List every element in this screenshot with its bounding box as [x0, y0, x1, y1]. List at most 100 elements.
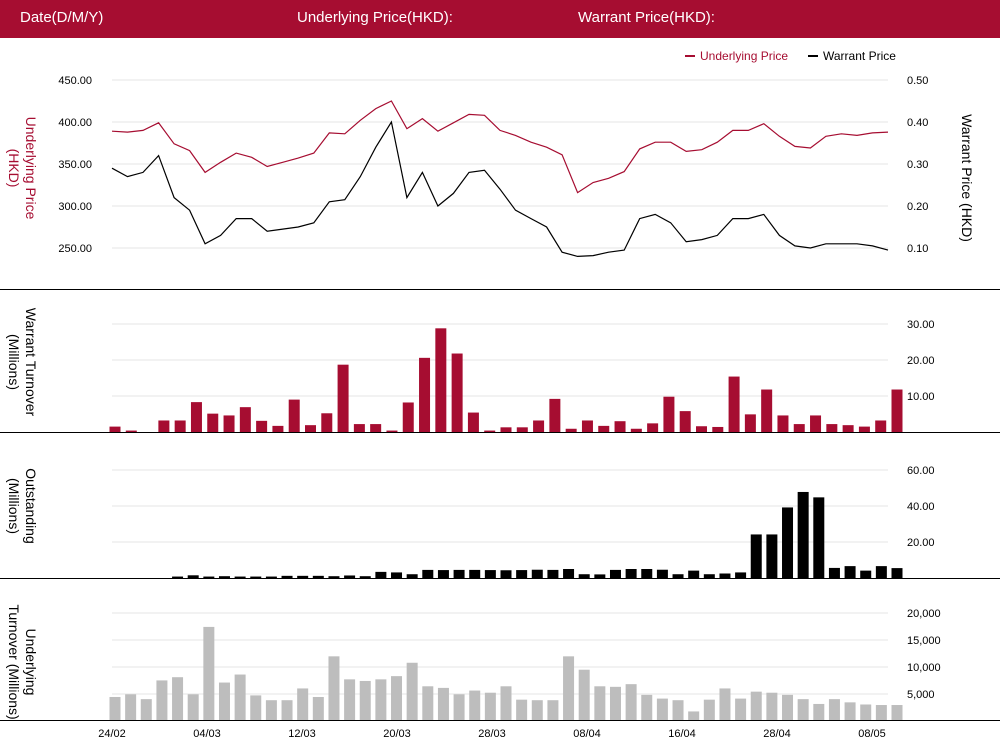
- underlying-turnover-bar: [703, 699, 715, 720]
- underlying-turnover-bar: [875, 705, 887, 720]
- underlying-turnover-bar: [828, 699, 840, 720]
- underlying-turnover-bar: [735, 698, 747, 720]
- outstanding-bar: [218, 576, 230, 578]
- warrant-turnover-bar: [581, 420, 593, 432]
- outstanding-bar: [234, 576, 246, 578]
- outstanding-bar: [797, 491, 809, 578]
- warrant-price-label: Warrant Price(HKD):: [578, 9, 715, 26]
- underlying-turnover-bar: [469, 690, 481, 720]
- outstanding-bar: [625, 569, 637, 578]
- warrant-turnover-bar: [305, 425, 316, 432]
- underlying-turnover-bar: [359, 680, 371, 720]
- outstanding-bar: [813, 497, 825, 578]
- outstanding-bar: [547, 569, 559, 578]
- outstanding-bar: [344, 575, 356, 578]
- y-tick-left: 450.00: [58, 75, 92, 87]
- y-axis-label-underlying-line: Underlying Price: [23, 117, 39, 220]
- outstanding-bar: [375, 571, 387, 578]
- outstanding-bar: [609, 569, 621, 578]
- y-tick-right: 0.50: [907, 75, 928, 87]
- underlying-turnover-bar: [328, 656, 340, 720]
- underlying-turnover-bar: [140, 699, 152, 720]
- outstanding-bar: [844, 566, 856, 578]
- x-tick-label: 28/03: [478, 728, 506, 740]
- warrant-turnover-bar: [630, 428, 642, 432]
- x-tick-label: 28/04: [763, 728, 791, 740]
- x-tick-label: 04/03: [193, 728, 221, 740]
- underlying-turnover-bar: [500, 686, 512, 720]
- y-axis-label-underlying-line: (HKD): [6, 149, 22, 188]
- outstanding-bar: [500, 570, 512, 578]
- underlying-turnover-axis-label: UnderlyingTurnover (Millions): [6, 604, 39, 719]
- outstanding-bar: [860, 570, 872, 578]
- outstanding-bar: [735, 572, 747, 578]
- warrant-turnover-bar: [337, 364, 349, 432]
- legend-underlying: Underlying Price: [700, 49, 788, 63]
- underlying-turnover-bar: [547, 700, 559, 720]
- y-tick-right: 0.30: [907, 159, 928, 171]
- underlying-turnover-bar: [453, 694, 465, 720]
- outstanding-bar: [422, 569, 434, 578]
- outstanding-bar: [469, 569, 481, 578]
- y-tick-right: 20,000: [907, 608, 941, 620]
- underlying-turnover-bar: [844, 702, 856, 720]
- underlying-turnover-bar: [344, 679, 356, 720]
- underlying-turnover-bar: [172, 677, 184, 720]
- warrant-turnover-axis-label: Warrant Turnover(Millions): [6, 308, 39, 417]
- y-axis-label-underlying: Underlying Price(HKD): [6, 117, 39, 220]
- underlying-turnover-bar: [594, 686, 606, 720]
- y-tick-left: 250.00: [58, 243, 92, 255]
- warrant-turnover-bar: [158, 420, 170, 432]
- warrant-turnover-bar: [533, 420, 545, 432]
- underlying-turnover-bar: [109, 696, 121, 720]
- outstanding-axis-label-line: (Millions): [6, 478, 22, 534]
- x-tick-label: 16/04: [668, 728, 696, 740]
- warrant-turnover-bar: [777, 415, 789, 432]
- warrant-turnover-bar: [793, 424, 805, 432]
- y-tick-right: 20.00: [907, 355, 935, 367]
- underlying-turnover-bar: [891, 705, 903, 720]
- underlying-turnover-bar: [656, 698, 668, 720]
- warrant-chart: 450.00 400.00 350.00 300.00 250.00 0.50 0.40 0.…: [0, 49, 1000, 740]
- warrant-price-line: [111, 120, 889, 258]
- outstanding-bar: [782, 507, 794, 578]
- underlying-turnover-axis-label-line: Underlying: [23, 629, 39, 696]
- outstanding-bar: [187, 575, 199, 578]
- warrant-turnover-bar: [500, 427, 512, 432]
- warrant-turnover-bar: [679, 411, 691, 432]
- y-tick-right: 20.00: [907, 537, 935, 549]
- outstanding-bar: [172, 576, 184, 578]
- warrant-turnover-bar: [190, 402, 202, 432]
- warrant-turnover-bar: [386, 430, 398, 432]
- underlying-turnover-bar: [484, 692, 496, 720]
- x-tick-label: 08/05: [858, 728, 886, 740]
- underlying-turnover-bar: [218, 682, 230, 720]
- outstanding-bar: [328, 576, 340, 578]
- underlying-turnover-axis-label-line: Turnover (Millions): [6, 604, 22, 719]
- outstanding-bar: [703, 574, 715, 578]
- warrant-turnover-bar: [419, 357, 431, 432]
- warrant-turnover-bar: [826, 424, 838, 432]
- warrant-turnover-bar: [842, 425, 854, 432]
- y-tick-right: 0.40: [907, 117, 928, 129]
- y-tick-right: 15,000: [907, 635, 941, 647]
- warrant-turnover-bar: [728, 376, 740, 432]
- underlying-turnover-bar: [860, 704, 872, 720]
- y-tick-right: 0.20: [907, 201, 928, 213]
- warrant-turnover-bar: [256, 420, 268, 432]
- underlying-turnover-bar: [297, 688, 309, 720]
- warrant-turnover-bar: [109, 426, 121, 432]
- warrant-turnover-bar: [451, 353, 463, 432]
- underlying-turnover-bar: [125, 694, 137, 720]
- y-tick-right: 60.00: [907, 465, 935, 477]
- warrant-turnover-bar: [549, 398, 561, 432]
- underlying-turnover-bar: [813, 703, 825, 720]
- underlying-turnover-bar: [531, 700, 543, 720]
- underlying-turnover-bar: [797, 699, 809, 720]
- warrant-turnover-bar: [647, 423, 659, 432]
- underlying-turnover-bar: [250, 695, 262, 720]
- warrant-turnover-bar: [223, 415, 235, 432]
- warrant-turnover-bar: [712, 426, 724, 432]
- y-tick-left: 400.00: [58, 117, 92, 129]
- x-tick-label: 20/03: [383, 728, 411, 740]
